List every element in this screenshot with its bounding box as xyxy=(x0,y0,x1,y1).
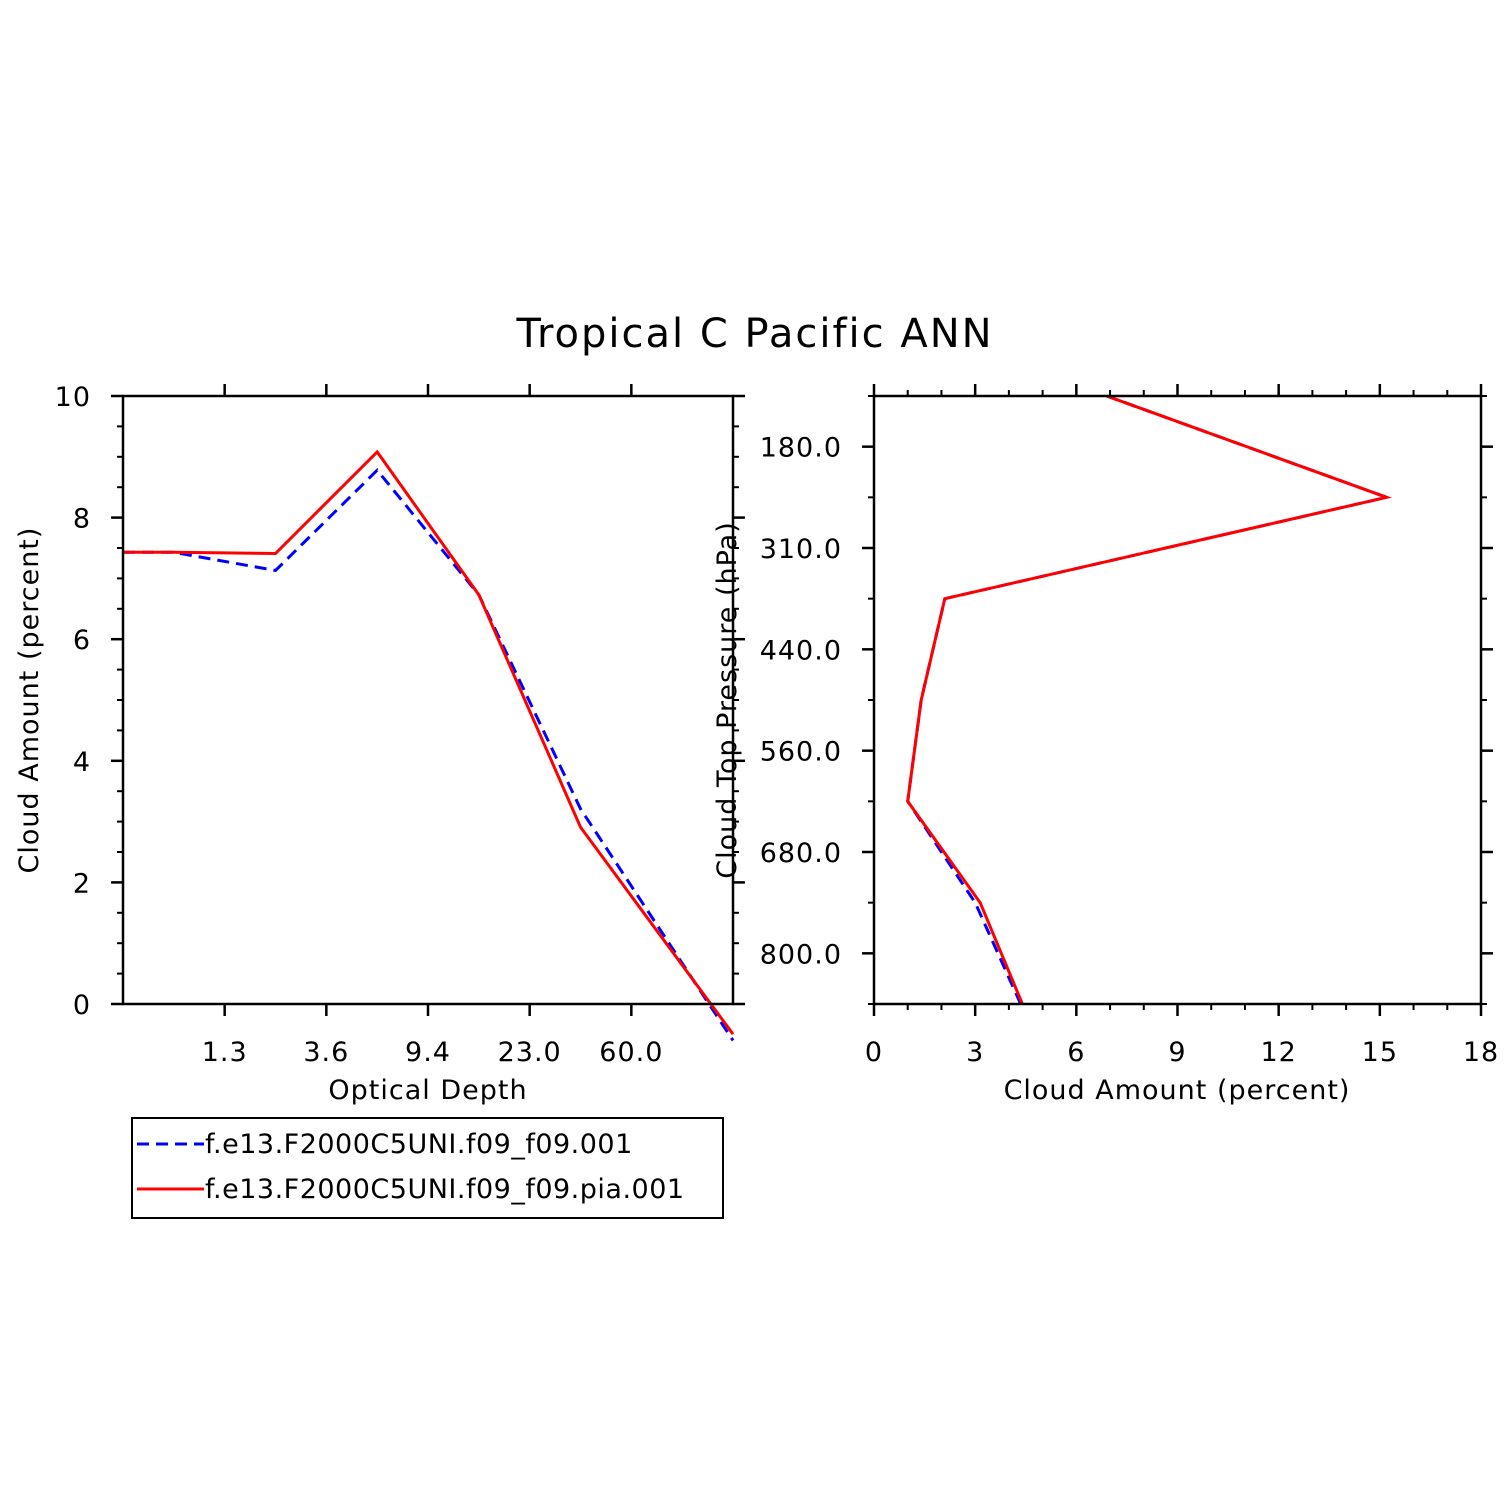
left-y-axis-label: Cloud Amount (percent) xyxy=(14,527,45,874)
right-y-axis-label: Cloud Top Pressure (hPa) xyxy=(712,521,743,879)
right-y-tick-label: 310.0 xyxy=(760,534,842,565)
left-ticks-group: 0 2 4 6 8 10 1.3 3.6 9.4 23.0 60.0 xyxy=(55,382,745,1068)
right-series-line-1 xyxy=(906,394,1392,1005)
chart-title: Tropical C Pacific ANN xyxy=(515,311,993,357)
optical-depth-panel: 0 2 4 6 8 10 1.3 3.6 9.4 23.0 60.0 Optical Depth C… xyxy=(14,382,745,1106)
left-plot-frame xyxy=(121,394,735,1006)
right-x-axis-label: Cloud Amount (percent) xyxy=(1004,1075,1351,1106)
right-y-tick-label: 680.0 xyxy=(760,838,842,869)
legend-box xyxy=(131,1117,724,1219)
right-x-tick-label: 12 xyxy=(1260,1037,1296,1068)
right-x-tick-label: 18 xyxy=(1463,1037,1499,1068)
left-y-tick-label: 6 xyxy=(73,625,91,656)
left-y-tick-label: 2 xyxy=(73,868,91,899)
legend-label-0: f.e13.F2000C5UNI.f09_f09.001 xyxy=(205,1129,633,1160)
right-x-tick-label: 0 xyxy=(865,1037,883,1068)
right-y-tick-label: 800.0 xyxy=(760,939,842,970)
left-x-tick-label: 23.0 xyxy=(498,1037,562,1068)
left-x-tick-label: 9.4 xyxy=(405,1037,451,1068)
left-y-tick-label: 0 xyxy=(73,990,91,1021)
right-x-tick-label: 3 xyxy=(966,1037,984,1068)
left-series-line-0 xyxy=(123,467,735,1042)
left-x-tick-label: 3.6 xyxy=(303,1037,349,1068)
right-y-tick-label: 180.0 xyxy=(760,433,842,464)
cloud-top-pressure-panel: 0 3 6 9 12 15 18 180.0 310.0 440.0 560.0 680.0 800.0… xyxy=(712,384,1499,1106)
left-series-group xyxy=(123,449,735,1042)
left-series-line-1 xyxy=(123,449,735,1035)
right-y-tick-label: 440.0 xyxy=(760,635,842,666)
right-series-group xyxy=(906,394,1392,1005)
left-y-tick-label: 4 xyxy=(73,747,91,778)
left-x-tick-label: 60.0 xyxy=(599,1037,663,1068)
legend-label-1: f.e13.F2000C5UNI.f09_f09.pia.001 xyxy=(205,1174,685,1205)
right-y-tick-label: 560.0 xyxy=(760,737,842,768)
left-y-tick-label: 10 xyxy=(55,382,91,413)
left-x-tick-label: 1.3 xyxy=(202,1037,248,1068)
left-y-tick-label: 8 xyxy=(73,504,91,535)
right-x-tick-label: 6 xyxy=(1067,1037,1085,1068)
right-plot-frame xyxy=(872,394,1483,1006)
right-x-tick-label: 9 xyxy=(1168,1037,1186,1068)
right-x-tick-label: 15 xyxy=(1362,1037,1398,1068)
left-x-axis-label: Optical Depth xyxy=(328,1075,527,1106)
chart-legend: f.e13.F2000C5UNI.f09_f09.001 f.e13.F2000… xyxy=(131,1117,724,1219)
